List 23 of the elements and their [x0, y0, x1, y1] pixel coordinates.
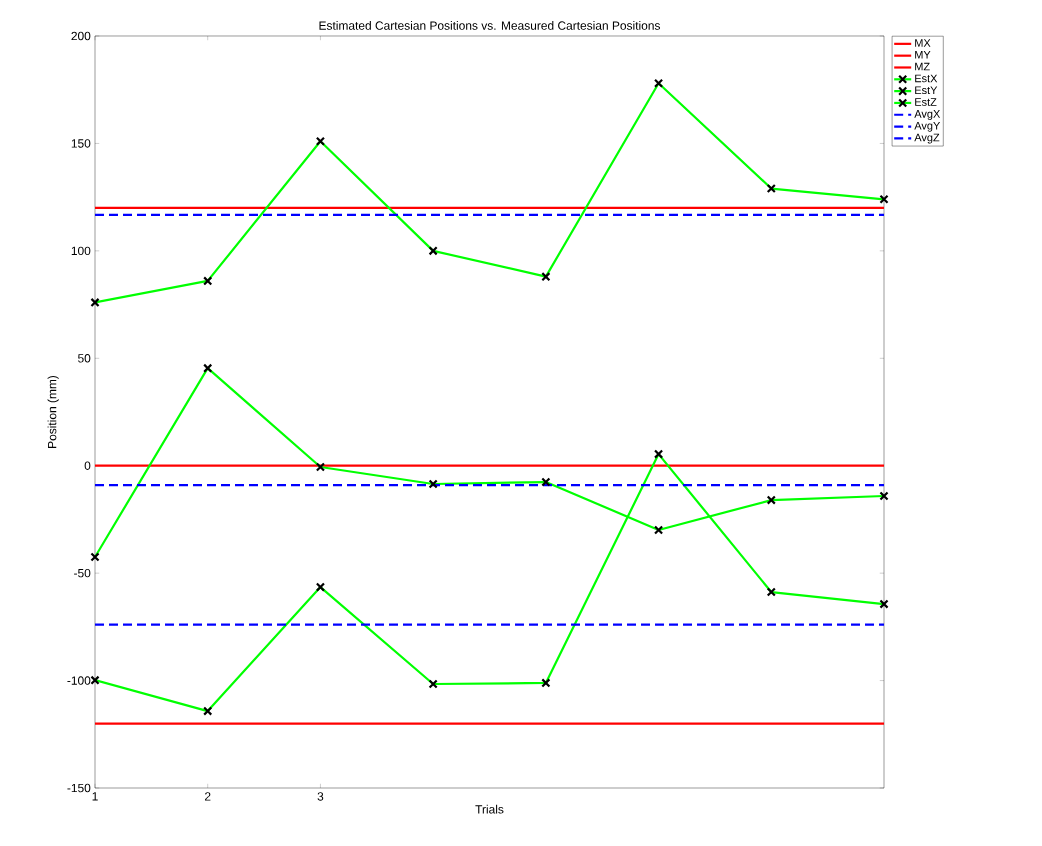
- y-tick-label: 100: [71, 246, 91, 256]
- y-tick-label: -100: [67, 676, 91, 685]
- legend-label: EstX: [915, 74, 938, 83]
- legend-label: EstZ: [915, 98, 937, 106]
- legend-label: MX: [915, 39, 931, 47]
- y-tick-label: 0: [84, 461, 91, 470]
- legend-label: AvgX: [914, 110, 941, 120]
- legend-label: EstY: [915, 86, 938, 95]
- y-axis-title: Position (mm): [47, 375, 59, 448]
- legend-label: MZ: [915, 62, 930, 71]
- y-tick-label: 150: [71, 139, 91, 148]
- legend-label: AvgY: [914, 121, 941, 132]
- chart-title: Estimated Cartesian Positions vs. Measured Cartesian Positions: [319, 21, 661, 30]
- legend-label: MY: [915, 51, 931, 59]
- x-axis-title: Trials: [475, 804, 504, 814]
- y-tick-label: -50: [74, 568, 91, 578]
- x-tick-label: 1: [92, 792, 98, 801]
- y-tick-label: 50: [78, 354, 91, 363]
- x-tick-label: 2: [204, 792, 211, 801]
- x-tick-label: 3: [317, 792, 324, 801]
- y-tick-label: 200: [71, 31, 91, 41]
- legend-label: AvgZ: [914, 133, 940, 144]
- y-tick-label: -150: [67, 783, 91, 793]
